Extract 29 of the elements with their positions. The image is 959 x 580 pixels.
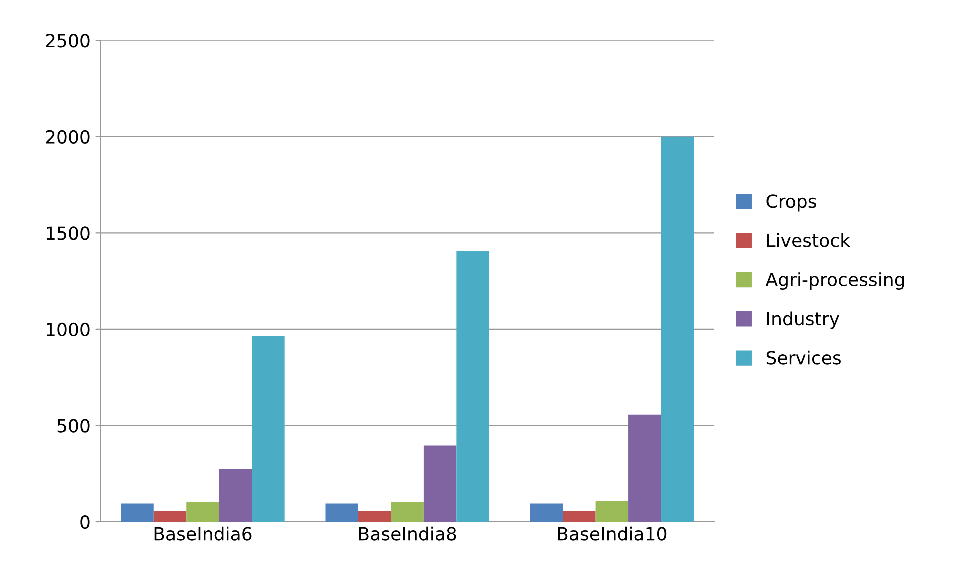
- bar: [121, 504, 154, 522]
- bar: [358, 511, 392, 522]
- legend-label: Industry: [768, 312, 840, 330]
- legend-label: Livestock: [768, 233, 850, 248]
- bar: [596, 501, 629, 522]
- y-tick-label: 500: [58, 419, 90, 433]
- y-tick-label: 2500: [46, 34, 90, 48]
- y-tick-label: 2000: [46, 130, 90, 144]
- y-tick-label: 1000: [47, 322, 90, 337]
- bar: [326, 504, 358, 522]
- bar: [563, 511, 596, 522]
- y-tick-label: 0: [80, 515, 90, 530]
- bar: [186, 502, 220, 522]
- bar: [456, 251, 490, 522]
- legend-label: Services: [766, 350, 841, 365]
- x-tick-label: BaseIndia10: [558, 526, 667, 541]
- bar: [628, 414, 662, 522]
- legend-label: Crops: [766, 194, 816, 212]
- bar: [219, 469, 252, 522]
- x-tick-label: BaseIndia8: [359, 526, 456, 541]
- bar: [530, 504, 564, 522]
- bar: [661, 136, 694, 522]
- bar: [252, 336, 285, 522]
- x-tick-label: BaseIndia6: [154, 526, 252, 541]
- bar: [424, 446, 457, 522]
- y-tick-label: 1500: [47, 226, 90, 240]
- bar: [154, 511, 187, 522]
- bar: [391, 502, 424, 522]
- legend-label: Agri-processing: [766, 272, 904, 290]
